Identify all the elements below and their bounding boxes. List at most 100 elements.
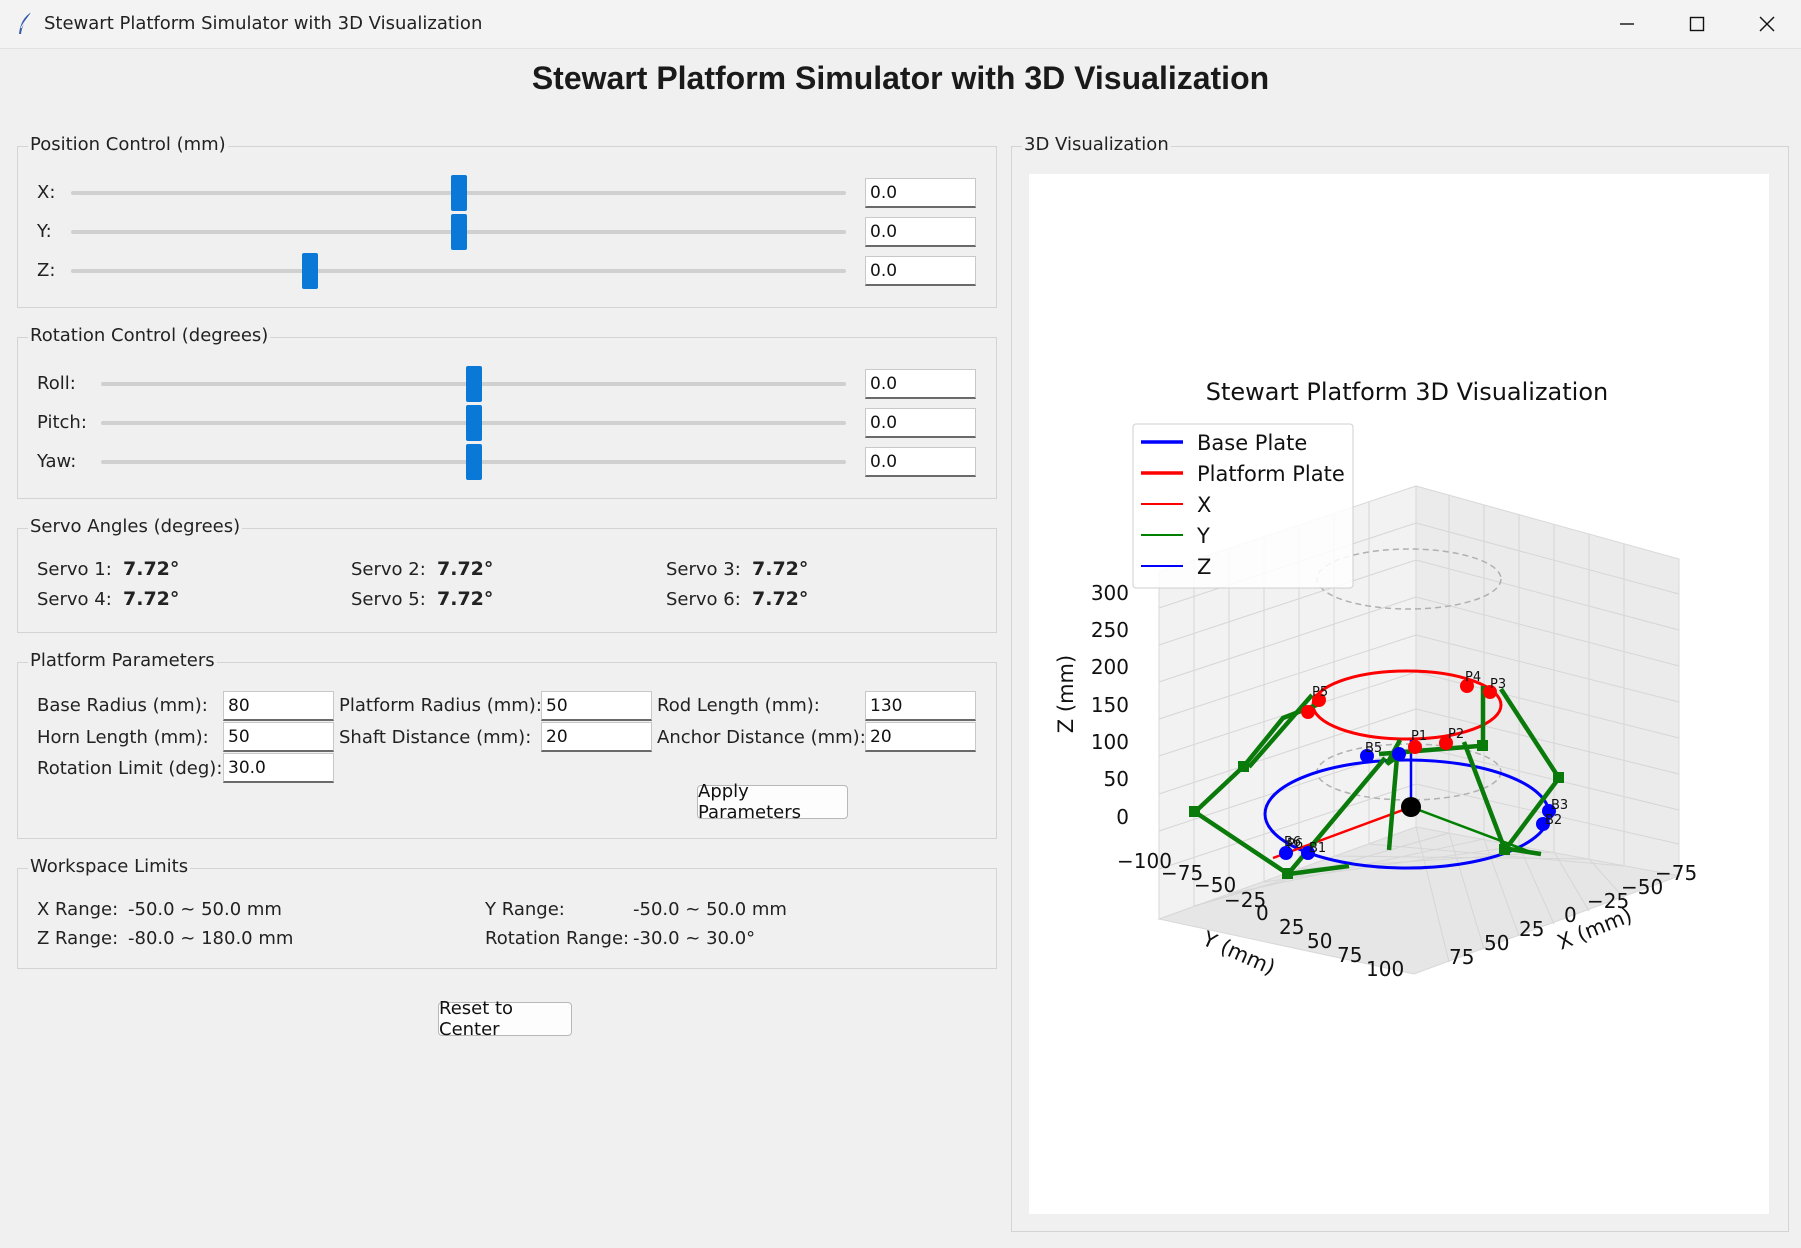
roll-slider-thumb[interactable]	[465, 366, 482, 402]
pitch-label: Pitch:	[37, 412, 87, 433]
y-range-label: Y Range:	[485, 899, 565, 920]
servo-5-label: Servo 5:	[351, 589, 426, 610]
pitch-slider-thumb[interactable]	[465, 405, 482, 441]
legend-y: Y	[1196, 524, 1210, 548]
stewart-3d-plot[interactable]: Stewart Platform 3D Visualization Base P…	[1029, 174, 1769, 1214]
x-tick: 25	[1519, 917, 1544, 941]
point-label: B5	[1365, 741, 1382, 756]
pitch-value-input[interactable]	[865, 408, 976, 438]
point-label: B1	[1309, 841, 1326, 856]
z-tick: 50	[1104, 767, 1129, 791]
platform-parameters-label: Platform Parameters	[28, 650, 217, 671]
close-icon	[1759, 16, 1775, 32]
feather-icon	[19, 11, 33, 34]
base-points	[1279, 747, 1556, 860]
horn-length-label: Horn Length (mm):	[37, 727, 209, 748]
servo-6-value: 7.72°	[752, 588, 809, 610]
x-axis-ticks: 75 50 25 0 −25 −50 −75	[1449, 861, 1697, 969]
base-radius-input[interactable]	[223, 691, 334, 721]
servo-3-label: Servo 3:	[666, 559, 741, 580]
point-label: P3	[1490, 677, 1506, 692]
z-tick: 250	[1091, 618, 1129, 642]
rotation-range-label: Rotation Range:	[485, 928, 630, 949]
point-label: P5	[1312, 685, 1328, 700]
x-range-value: -50.0 ~ 50.0 mm	[128, 899, 282, 920]
apply-parameters-button[interactable]: Apply Parameters	[697, 781, 848, 823]
rotation-limit-input[interactable]	[223, 753, 334, 783]
minimize-icon	[1620, 23, 1634, 25]
servo-3-value: 7.72°	[752, 558, 809, 580]
x-axis-arrow	[1272, 805, 1412, 860]
servo-1-label: Servo 1:	[37, 559, 112, 580]
legend-box	[1132, 423, 1354, 589]
y-tick: −25	[1224, 888, 1266, 912]
visualization-label: 3D Visualization	[1022, 134, 1171, 155]
servo-5-value: 7.72°	[437, 588, 494, 610]
window-title: Stewart Platform Simulator with 3D Visua…	[44, 13, 483, 34]
y-tick: −75	[1161, 861, 1203, 885]
y-slider-thumb[interactable]	[450, 214, 467, 250]
x-tick: −25	[1587, 889, 1629, 913]
x-tick: 0	[1564, 903, 1577, 927]
visualization-group: 3D Visualization	[1011, 134, 1789, 1232]
title-bar: Stewart Platform Simulator with 3D Visua…	[0, 0, 1801, 49]
page-title: Stewart Platform Simulator with 3D Visua…	[531, 60, 1270, 96]
servo-6-label: Servo 6:	[666, 589, 741, 610]
z-value-input[interactable]	[865, 256, 976, 286]
point-label: B6	[1284, 835, 1301, 850]
point-label: P6	[1287, 837, 1303, 852]
point-label: P1	[1411, 729, 1427, 744]
point-label: B2	[1545, 813, 1562, 828]
chart-title: Stewart Platform 3D Visualization	[1206, 378, 1608, 406]
z-axis-ticks: 300 250 200 150 100 50 0	[1091, 581, 1129, 829]
x-value-input[interactable]	[865, 178, 976, 208]
platform-radius-label: Platform Radius (mm):	[339, 695, 542, 716]
platform-radius-input[interactable]	[541, 691, 652, 721]
rotation-limit-label: Rotation Limit (deg):	[37, 758, 223, 779]
grid-lines	[1158, 495, 1680, 963]
z-slider[interactable]	[71, 269, 846, 273]
yaw-slider-thumb[interactable]	[465, 444, 482, 480]
servo-angles-group: Servo Angles (degrees)	[17, 516, 997, 633]
maximize-button[interactable]	[1662, 0, 1732, 48]
legend-platform-plate: Platform Plate	[1197, 462, 1345, 486]
shaft-distance-input[interactable]	[541, 722, 652, 752]
x-tick: 50	[1484, 931, 1509, 955]
plot-canvas[interactable]: Stewart Platform 3D Visualization Base P…	[1029, 174, 1769, 1214]
y-tick: 25	[1279, 915, 1304, 939]
servo-4-label: Servo 4:	[37, 589, 112, 610]
close-button[interactable]	[1732, 0, 1801, 48]
y-tick: 50	[1307, 929, 1332, 953]
z-range-label: Z Range:	[37, 928, 119, 949]
minimize-button[interactable]	[1592, 0, 1662, 48]
rotation-range-value: -30.0 ~ 30.0°	[633, 928, 756, 949]
platform-parameters-group: Platform Parameters	[17, 650, 997, 839]
z-slider-thumb[interactable]	[301, 253, 318, 289]
platform-points	[1301, 679, 1497, 754]
point-label: B3	[1551, 798, 1568, 813]
yaw-label: Yaw:	[37, 451, 77, 472]
rod-length-input[interactable]	[865, 691, 976, 721]
x-tick: 75	[1449, 945, 1474, 969]
horn-length-input[interactable]	[223, 722, 334, 752]
z-label: Z:	[37, 260, 56, 281]
y-range-value: -50.0 ~ 50.0 mm	[633, 899, 787, 920]
x-slider-thumb[interactable]	[450, 175, 467, 211]
position-control-label: Position Control (mm)	[28, 134, 228, 155]
point-labels: P1 P2 P3 P4 P5 P6 B1 B2 B3 B5 B6	[1284, 670, 1568, 856]
x-label: X:	[37, 182, 56, 203]
yaw-value-input[interactable]	[865, 447, 976, 477]
reset-to-center-button[interactable]: Reset to Center	[438, 998, 572, 1040]
legend-base-plate: Base Plate	[1197, 431, 1307, 455]
roll-value-input[interactable]	[865, 369, 976, 399]
point-label: P4	[1465, 670, 1481, 685]
servo-2-label: Servo 2:	[351, 559, 426, 580]
x-tick: −50	[1621, 875, 1663, 899]
y-value-input[interactable]	[865, 217, 976, 247]
servo-1-value: 7.72°	[123, 558, 180, 580]
anchor-distance-input[interactable]	[865, 722, 976, 752]
horn-joints	[1189, 740, 1564, 879]
rotation-control-group: Rotation Control (degrees)	[17, 325, 997, 499]
roll-label: Roll:	[37, 373, 76, 394]
anchor-distance-label: Anchor Distance (mm):	[657, 727, 866, 748]
